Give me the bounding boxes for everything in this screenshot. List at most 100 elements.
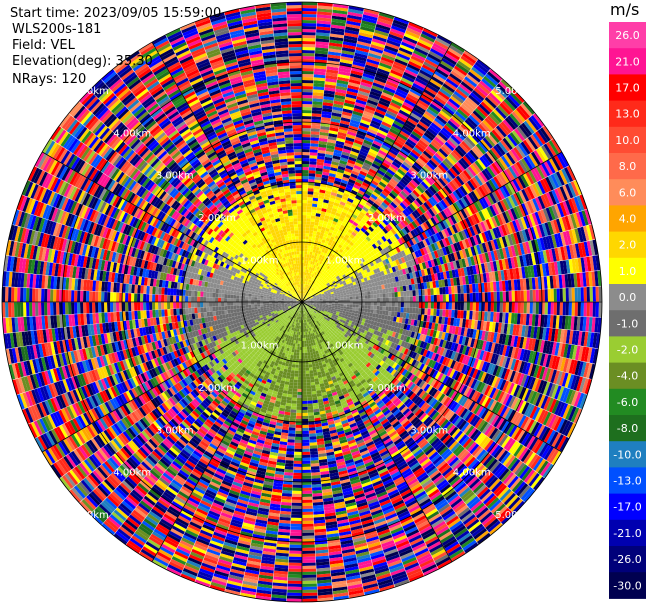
- radar-gate: [303, 293, 305, 297]
- radar-gate: [334, 91, 346, 97]
- radar-gate: [310, 221, 315, 225]
- radar-gate: [302, 26, 317, 30]
- radar-gate: [334, 215, 340, 220]
- radar-gate: [427, 127, 438, 137]
- radar-gate: [317, 263, 322, 268]
- radar-gate: [306, 281, 309, 285]
- radar-gate: [318, 238, 323, 243]
- radar-gate: [307, 251, 310, 255]
- radar-gate: [419, 36, 434, 46]
- radar-gate: [454, 293, 458, 302]
- radar-gate: [326, 269, 331, 273]
- radar-gate: [328, 200, 335, 205]
- radar-gate: [337, 244, 343, 249]
- radar-gate: [422, 113, 434, 123]
- radar-gate: [327, 203, 334, 208]
- radar-gate: [305, 294, 308, 298]
- radar-gate: [302, 140, 311, 144]
- radar-gate: [440, 85, 454, 96]
- radar-gate: [329, 33, 344, 39]
- radar-gate: [403, 291, 407, 297]
- radar-gate: [414, 104, 426, 114]
- radar-gate: [364, 291, 368, 296]
- radar-gate: [378, 65, 391, 73]
- radar-gate: [331, 233, 336, 238]
- radar-gate: [302, 182, 309, 186]
- radar-gate: [373, 305, 377, 310]
- radar-gate: [333, 217, 339, 223]
- radar-gate: [502, 302, 506, 313]
- radar-gate: [454, 285, 458, 294]
- radar-gate: [353, 211, 360, 217]
- radar-gate: [535, 289, 539, 302]
- radar-gate: [434, 136, 445, 146]
- radar-gate: [320, 229, 326, 234]
- radar-gate: [364, 107, 375, 115]
- radar-gate: [336, 79, 349, 85]
- radar-gate: [394, 117, 406, 126]
- radar-gate: [306, 278, 309, 282]
- radar-gate: [458, 57, 473, 69]
- radar-gate: [396, 153, 406, 162]
- radar-gate: [370, 309, 374, 314]
- radar-gate: [465, 73, 480, 85]
- radar-gate: [308, 236, 313, 240]
- radar-gate: [332, 204, 339, 210]
- radar-gate: [343, 102, 355, 108]
- radar-gate: [325, 227, 330, 232]
- radar-gate: [338, 187, 345, 193]
- radar-gate: [562, 302, 566, 316]
- radar-gate: [362, 113, 373, 120]
- radar-gate: [337, 206, 344, 212]
- radar-gate: [376, 305, 380, 311]
- radar-gate: [311, 264, 314, 268]
- radar-gate: [559, 288, 563, 302]
- radar-gate: [369, 148, 379, 155]
- radar-gate: [420, 66, 434, 76]
- radar-gate: [363, 8, 380, 15]
- radar-gate: [485, 73, 499, 86]
- radar-gate: [422, 150, 433, 160]
- radar-gate: [374, 157, 383, 165]
- radar-gate: [386, 39, 401, 47]
- radar-gate: [371, 38, 386, 46]
- radar-gate: [308, 239, 312, 243]
- radar-gate: [556, 302, 560, 316]
- radar-gate: [311, 277, 315, 281]
- radar-gate: [418, 139, 429, 148]
- radar-gate: [409, 307, 413, 314]
- radar-gate: [368, 168, 377, 175]
- radar-gate: [313, 243, 318, 247]
- radar-gate: [422, 91, 435, 101]
- radar-gate: [315, 237, 319, 242]
- radar-gate: [331, 188, 338, 194]
- radar-gate: [340, 53, 355, 59]
- radar-gate: [305, 263, 309, 267]
- radar-gate: [395, 114, 407, 123]
- radar-gate: [312, 274, 316, 278]
- radar-gate: [356, 40, 371, 47]
- radar-gate: [330, 164, 339, 169]
- radar-gate: [431, 100, 443, 111]
- radar-gate: [332, 262, 337, 267]
- radar-gate: [392, 143, 402, 151]
- radar-gate: [420, 94, 433, 104]
- radar-gate: [309, 254, 312, 258]
- radar-gate: [414, 144, 425, 153]
- radar-gate: [344, 234, 350, 239]
- radar-gate: [340, 157, 349, 163]
- radar-gate: [401, 146, 412, 154]
- radar-gate: [354, 161, 363, 168]
- radar-gate: [333, 97, 345, 103]
- radar-gate: [390, 69, 403, 78]
- radar-gate: [415, 295, 419, 302]
- radar-gate: [332, 6, 349, 12]
- radar-gate: [318, 278, 323, 282]
- radar-gate: [319, 131, 329, 137]
- radar-gate: [428, 143, 439, 153]
- radar-gate: [392, 63, 406, 72]
- radar-gate: [381, 161, 391, 169]
- radar-gate: [309, 224, 315, 228]
- radar-gate: [358, 173, 366, 179]
- radar-gate: [320, 213, 326, 218]
